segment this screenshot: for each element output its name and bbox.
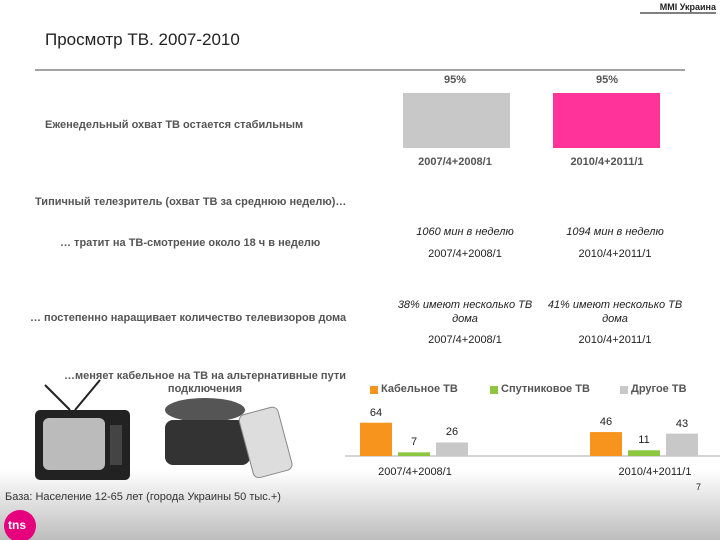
chart-title: Еженедельный охват ТВ остается стабильны… — [45, 119, 304, 131]
value-label: 11 — [638, 434, 650, 447]
tv-illustration — [35, 379, 130, 480]
base-note: База: Население 12-65 лет (города Украин… — [5, 491, 281, 503]
cell-text: 1060 мин в неделю — [416, 226, 514, 238]
logo: tns — [8, 518, 26, 532]
bar — [403, 93, 510, 148]
source: MMI Украина — [659, 2, 716, 12]
value-label: 26 — [445, 426, 459, 439]
bar — [590, 432, 622, 456]
bar — [666, 433, 698, 456]
cell-period: 2010/4+2011/1 — [578, 334, 652, 346]
category-label: 2007/4+2008/1 — [378, 466, 452, 478]
cell-text: 1094 мин в неделю — [566, 226, 664, 238]
value-label: 64 — [369, 406, 383, 419]
logo-circle — [4, 510, 36, 540]
category-label: 2010/4+2011/1 — [618, 466, 692, 478]
receiver-illustration — [165, 398, 293, 479]
row-label: … тратит на ТВ-смотрение около 18 ч в не… — [60, 237, 321, 249]
legend-label: Кабельное ТВ — [381, 383, 458, 395]
cell-text: 41% имеют несколько ТВ дома — [547, 299, 683, 325]
legend-swatch — [370, 386, 378, 394]
newspaper-bg — [0, 470, 720, 540]
category-label: 2007/4+2008/1 — [418, 156, 492, 168]
cell-text: 38% имеют несколько ТВ дома — [397, 299, 533, 325]
slide-title: Просмотр ТВ. 2007-2010 — [45, 30, 240, 49]
page-number: 7 — [696, 482, 702, 492]
value-label: 95% — [595, 74, 619, 86]
value-label: 46 — [599, 416, 613, 429]
value-label: 43 — [675, 417, 689, 430]
legend-swatch — [620, 386, 628, 394]
cell-period: 2007/4+2008/1 — [428, 248, 502, 260]
legend-label: Спутниковое ТВ — [501, 383, 590, 395]
cell-period: 2010/4+2011/1 — [578, 248, 652, 260]
bar — [398, 452, 430, 456]
bar — [360, 422, 392, 456]
bar — [436, 442, 468, 456]
legend-label: Другое ТВ — [631, 383, 687, 395]
value-label: 7 — [410, 436, 418, 449]
chart-title: …меняет кабельное на ТВ на альтернативны… — [64, 370, 346, 395]
value-label: 95% — [443, 74, 467, 86]
section-heading: Типичный телезритель (охват ТВ за средню… — [35, 196, 347, 208]
bar — [628, 450, 660, 456]
legend-swatch — [490, 386, 498, 394]
row-label: … постепенно наращивает количество телев… — [30, 312, 347, 324]
category-label: 2010/4+2011/1 — [570, 156, 644, 168]
bar — [553, 93, 660, 148]
cell-period: 2007/4+2008/1 — [428, 334, 502, 346]
